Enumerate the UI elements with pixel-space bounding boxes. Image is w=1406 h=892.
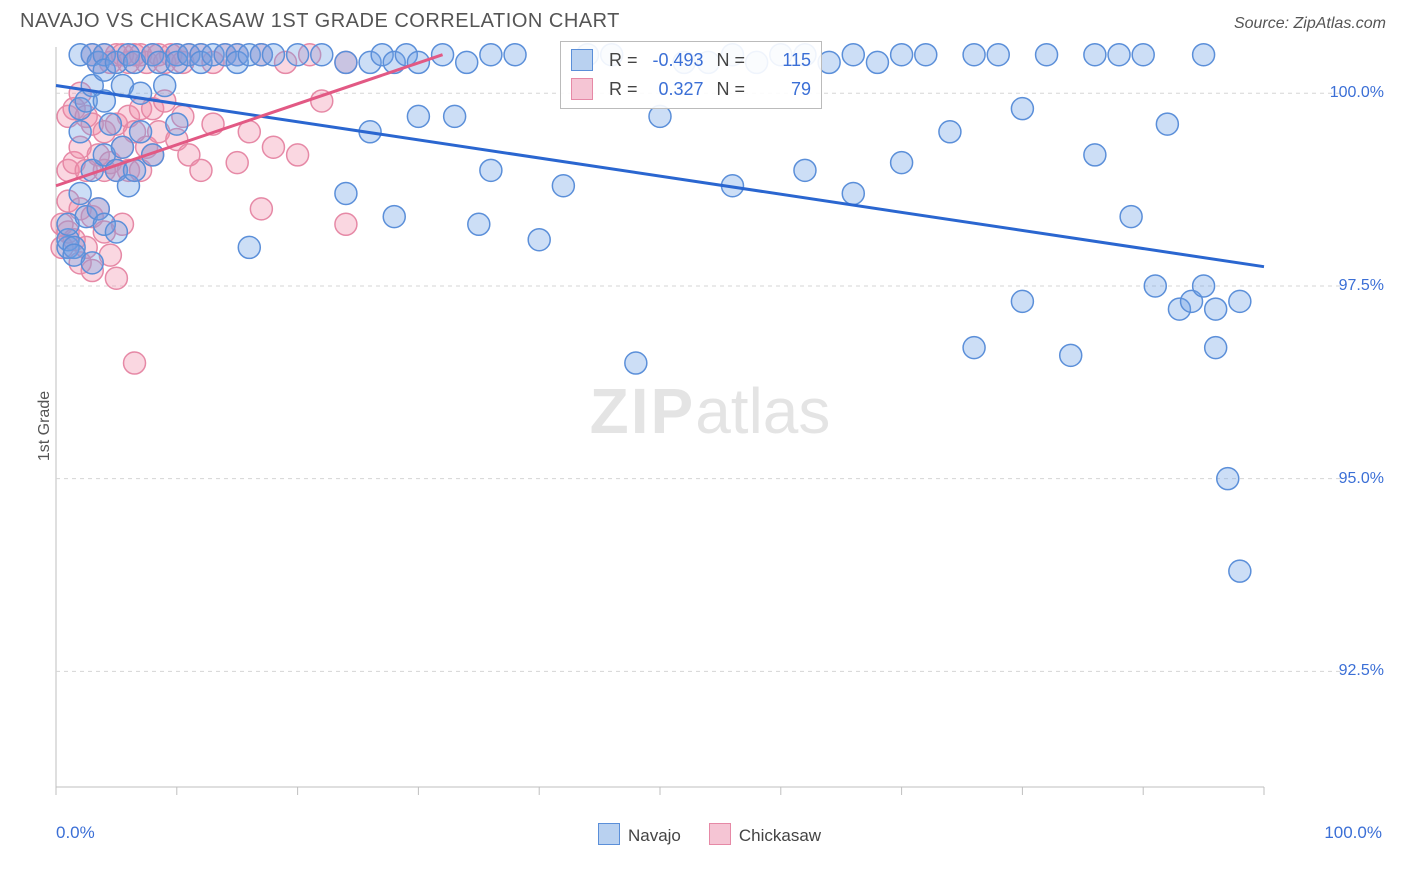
source-label: Source: ZipAtlas.com [1234, 15, 1386, 33]
x-axis-min-label: 0.0% [56, 823, 95, 846]
x-axis-max-label: 100.0% [1324, 823, 1382, 846]
y-tick-label: 92.5% [1339, 662, 1384, 680]
stats-row-chickasaw: R = 0.327 N = 79 [571, 75, 811, 104]
legend-item-navajo: Navajo [598, 823, 681, 846]
chart-title: NAVAJO VS CHICKASAW 1ST GRADE CORRELATIO… [20, 10, 620, 33]
y-tick-label: 97.5% [1339, 277, 1384, 295]
chickasaw-swatch-icon [709, 823, 731, 845]
stats-row-navajo: R = -0.493 N = 115 [571, 46, 811, 75]
plot-area: 1st Grade ZIPatlas R = -0.493 N = 115 R … [40, 41, 1380, 811]
navajo-swatch [571, 49, 593, 71]
y-tick-label: 95.0% [1339, 470, 1384, 488]
scatter-plot [40, 41, 1380, 811]
y-tick-label: 100.0% [1330, 84, 1384, 102]
legend-item-chickasaw: Chickasaw [709, 823, 821, 846]
navajo-swatch-icon [598, 823, 620, 845]
chickasaw-swatch [571, 78, 593, 100]
stats-legend: R = -0.493 N = 115 R = 0.327 N = 79 [560, 41, 822, 109]
